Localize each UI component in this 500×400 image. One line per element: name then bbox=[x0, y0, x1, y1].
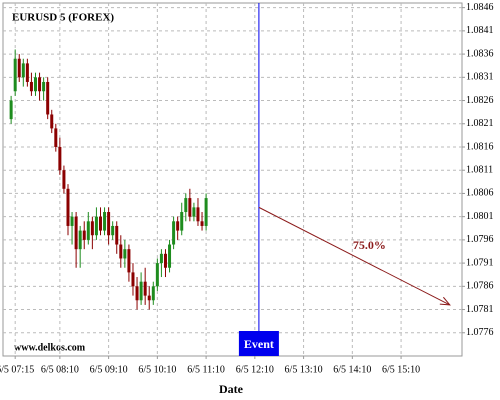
y-tick-label: 1.0831 bbox=[466, 72, 494, 83]
forecast-arrow bbox=[258, 206, 451, 306]
y-tick-label: 1.0826 bbox=[466, 95, 494, 106]
candle-body bbox=[176, 221, 180, 231]
candle-body bbox=[111, 225, 115, 236]
candle-body bbox=[33, 77, 37, 92]
candle-body bbox=[74, 216, 78, 250]
x-tick-label: 6/5 08:10 bbox=[41, 364, 79, 375]
y-tick-label: 1.0846 bbox=[466, 2, 494, 13]
candle-body bbox=[123, 249, 127, 259]
candle-body bbox=[103, 212, 107, 231]
candle-body bbox=[62, 170, 66, 189]
candle-body bbox=[17, 58, 21, 78]
y-tick-label: 1.0816 bbox=[466, 141, 494, 152]
candle-body bbox=[163, 253, 167, 268]
y-tick-label: 1.0811 bbox=[466, 165, 493, 176]
y-tick-label: 1.0841 bbox=[466, 25, 494, 36]
candle-body bbox=[54, 128, 58, 147]
candle-body bbox=[172, 221, 176, 245]
x-tick-label: 6/5 11:10 bbox=[187, 364, 225, 375]
candle-body bbox=[98, 216, 102, 231]
x-tick-label: 6/5 15:10 bbox=[382, 364, 420, 375]
y-tick-label: 1.0801 bbox=[466, 211, 494, 222]
chart-title: EURUSD 5 (FOREX) bbox=[12, 12, 114, 24]
y-tick-label: 1.0776 bbox=[466, 327, 494, 338]
candle-body bbox=[159, 253, 163, 264]
candle-body bbox=[127, 249, 131, 273]
candle-body bbox=[188, 198, 192, 217]
y-tick-label: 1.0796 bbox=[466, 234, 494, 245]
y-tick-label: 1.0791 bbox=[466, 257, 494, 268]
candle-body bbox=[90, 221, 94, 236]
candle-body bbox=[9, 100, 13, 120]
candle-body bbox=[78, 230, 82, 250]
candle-body bbox=[86, 221, 90, 240]
candle-body bbox=[58, 146, 62, 171]
candle-body bbox=[184, 198, 188, 213]
y-tick-label: 1.0806 bbox=[466, 188, 494, 199]
x-tick-label: 6/5 14:10 bbox=[333, 364, 371, 375]
candle-body bbox=[70, 216, 74, 226]
candle-body bbox=[94, 216, 98, 236]
candle-body bbox=[38, 77, 42, 92]
arrow-head bbox=[439, 296, 451, 306]
candle-body bbox=[25, 63, 29, 82]
forecast-label: 75.0% bbox=[353, 238, 386, 252]
candle-body bbox=[196, 207, 200, 222]
x-tick-label: 6/5 12:10 bbox=[236, 364, 274, 375]
y-tick-label: 1.0781 bbox=[466, 304, 494, 315]
candle-body bbox=[50, 114, 54, 129]
event-box bbox=[238, 331, 279, 356]
candle-body bbox=[42, 81, 46, 92]
candle-body bbox=[143, 281, 147, 296]
candle-body bbox=[21, 63, 25, 78]
candle-body bbox=[13, 58, 17, 92]
candle-body bbox=[192, 207, 196, 217]
candle-body bbox=[168, 244, 172, 268]
candle-body bbox=[139, 281, 143, 301]
candle-body bbox=[115, 225, 119, 245]
y-tick-label: 1.0821 bbox=[466, 118, 494, 129]
candle-body bbox=[200, 221, 204, 226]
x-tick-label: 6/5 07:15 bbox=[0, 364, 34, 375]
candle-body bbox=[180, 212, 184, 231]
candle-body bbox=[131, 272, 135, 287]
candle-body bbox=[151, 286, 155, 301]
candle-body bbox=[155, 263, 159, 287]
y-tick-label: 1.0786 bbox=[466, 281, 494, 292]
candle-body bbox=[29, 81, 33, 92]
candle-body bbox=[135, 286, 139, 301]
candle-body bbox=[107, 212, 111, 236]
watermark: www.delkos.com bbox=[14, 342, 86, 353]
candle-body bbox=[82, 230, 86, 240]
y-tick-label: 1.0836 bbox=[466, 48, 494, 59]
event-label: Event bbox=[244, 337, 274, 351]
candle-body bbox=[204, 198, 208, 226]
candle-body bbox=[66, 188, 70, 226]
x-tick-label: 6/5 13:10 bbox=[285, 364, 323, 375]
candle-body bbox=[119, 244, 123, 259]
x-axis-title: Date bbox=[219, 382, 244, 396]
candle-body bbox=[46, 81, 50, 115]
plot-area bbox=[2, 2, 463, 357]
x-tick-label: 6/5 10:10 bbox=[138, 364, 176, 375]
candle-body bbox=[147, 295, 151, 301]
x-tick-label: 6/5 09:10 bbox=[90, 364, 128, 375]
